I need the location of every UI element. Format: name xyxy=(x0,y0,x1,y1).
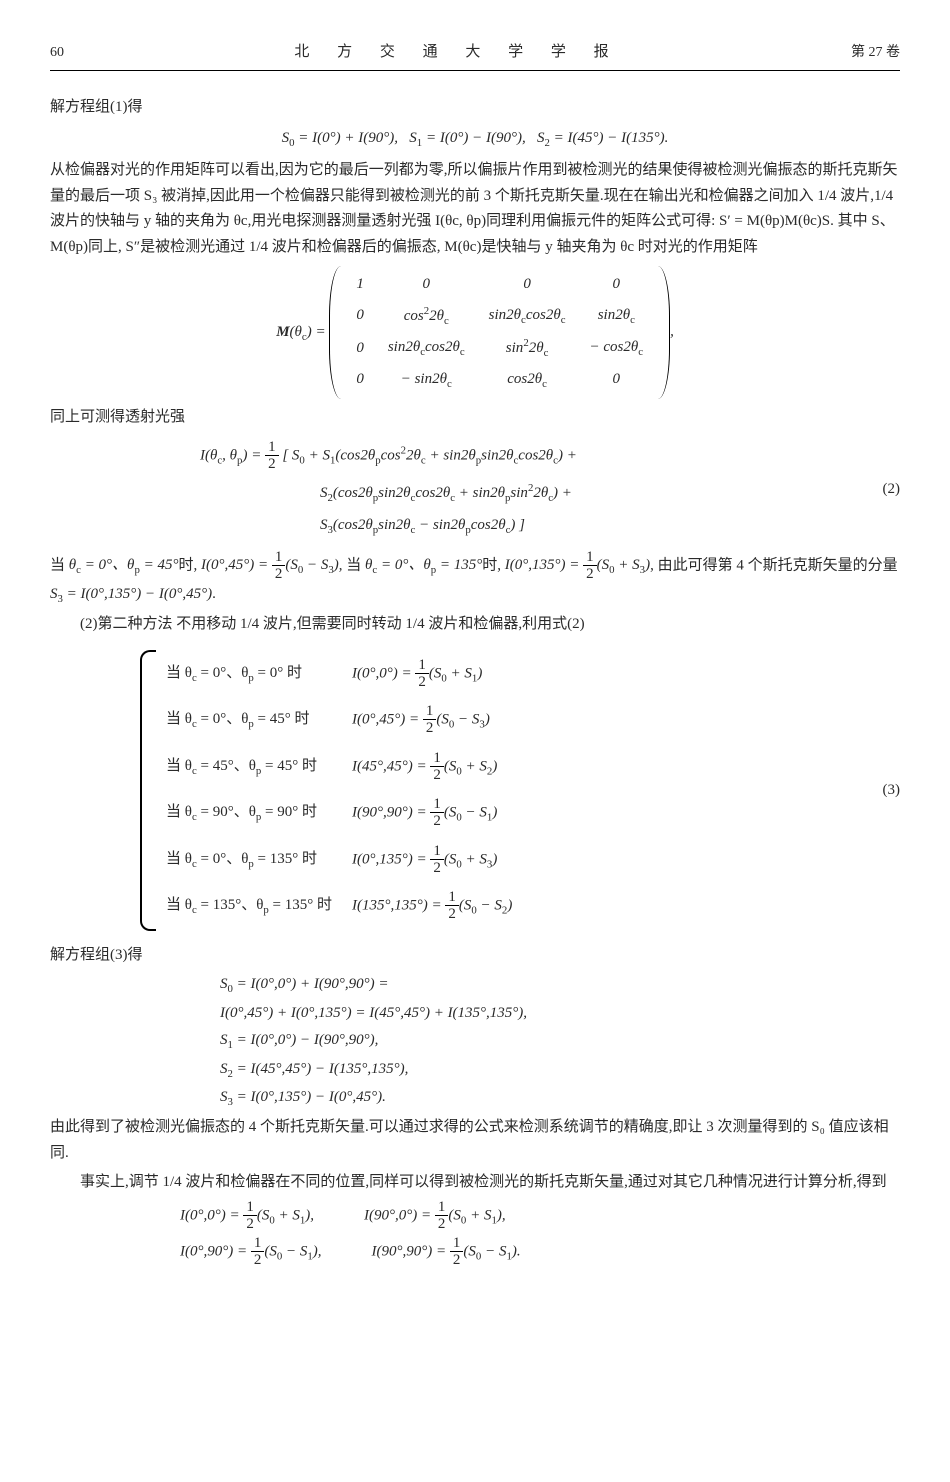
case-condition: 当 θc = 45°、θp = 45° 时 xyxy=(166,745,350,790)
equation-3-cases: 当 θc = 0°、θp = 0° 时I(0°,0°) = 12(S0 + S1… xyxy=(50,642,900,939)
page-number: 60 xyxy=(50,41,64,65)
case-result: I(90°,90°) = 12(S0 − S1) xyxy=(352,791,530,836)
equation-2: I(θc, θp) = 12 [ S0 + S1(cos2θpcos22θc +… xyxy=(50,434,900,545)
case-condition: 当 θc = 0°、θp = 135° 时 xyxy=(166,838,350,883)
journal-title: 北 方 交 通 大 学 学 报 xyxy=(294,40,620,66)
paragraph-2: 从检偏器对光的作用矩阵可以看出,因为它的最后一列都为零,所以偏振片作用到被检测光… xyxy=(50,158,900,260)
equation-s0s1s2: S0 = I(0°) + I(90°), S1 = I(0°) − I(90°)… xyxy=(50,126,900,152)
case-condition: 当 θc = 0°、θp = 45° 时 xyxy=(166,698,350,743)
volume-label: 第 27 卷 xyxy=(851,41,900,65)
page-header: 60 北 方 交 通 大 学 学 报 第 27 卷 xyxy=(50,40,900,71)
pair-eq: I(0°,90°) = 12(S0 − S1), xyxy=(180,1236,322,1269)
solve-line: I(0°,45°) + I(0°,135°) = I(45°,45°) + I(… xyxy=(220,1001,900,1027)
pair-eq: I(90°,90°) = 12(S0 − S1). xyxy=(372,1236,521,1269)
equation-number-2: (2) xyxy=(850,477,900,503)
case-result: I(45°,45°) = 12(S0 + S2) xyxy=(352,745,530,790)
pair-eq: I(0°,0°) = 12(S0 + S1), xyxy=(180,1200,314,1233)
pair-equations: I(0°,0°) = 12(S0 + S1), I(90°,0°) = 12(S0… xyxy=(180,1200,900,1269)
paragraph-4: 当 θc = 0°、θp = 45°时, I(0°,45°) = 12(S0 −… xyxy=(50,550,900,609)
paragraph-5: (2)第二种方法 不用移动 1/4 波片,但需要同时转动 1/4 波片和检偏器,… xyxy=(50,612,900,638)
paragraph-6: 解方程组(3)得 xyxy=(50,943,900,969)
solve-block: S0 = I(0°,0°) + I(90°,90°) = I(0°,45°) +… xyxy=(220,972,900,1111)
paragraph-1: 解方程组(1)得 xyxy=(50,95,900,121)
pair-eq: I(90°,0°) = 12(S0 + S1), xyxy=(364,1200,506,1233)
solve-line: S1 = I(0°,0°) − I(90°,90°), xyxy=(220,1028,900,1054)
case-result: I(0°,0°) = 12(S0 + S1) xyxy=(352,652,530,697)
case-condition: 当 θc = 90°、θp = 90° 时 xyxy=(166,791,350,836)
solve-line: S0 = I(0°,0°) + I(90°,90°) = xyxy=(220,972,900,998)
matrix-m-theta-c: M(θc) = 1000 0cos22θcsin2θccos2θcsin2θc … xyxy=(50,266,900,399)
equation-number-3: (3) xyxy=(850,778,900,804)
case-result: I(0°,135°) = 12(S0 + S3) xyxy=(352,838,530,883)
paragraph-3: 同上可测得透射光强 xyxy=(50,405,900,431)
case-result: I(135°,135°) = 12(S0 − S2) xyxy=(352,884,530,929)
paragraph-7: 由此得到了被检测光偏振态的 4 个斯托克斯矢量.可以通过求得的公式来检测系统调节… xyxy=(50,1115,900,1166)
solve-line: S3 = I(0°,135°) − I(0°,45°). xyxy=(220,1085,900,1111)
case-result: I(0°,45°) = 12(S0 − S3) xyxy=(352,698,530,743)
solve-line: S2 = I(45°,45°) − I(135°,135°), xyxy=(220,1057,900,1083)
case-condition: 当 θc = 0°、θp = 0° 时 xyxy=(166,652,350,697)
paragraph-8: 事实上,调节 1/4 波片和检偏器在不同的位置,同样可以得到被检测光的斯托克斯矢… xyxy=(50,1170,900,1196)
case-condition: 当 θc = 135°、θp = 135° 时 xyxy=(166,884,350,929)
